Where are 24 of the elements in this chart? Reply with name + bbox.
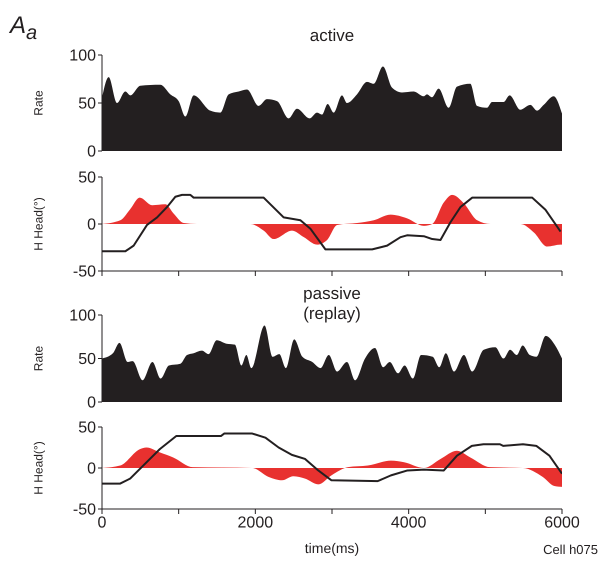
y-axis-title: Rate [31,346,46,372]
text: Cell h075 [543,542,598,557]
y-tick-label: 100 [69,308,96,325]
y-axis-title: H Head(°) [31,197,46,251]
y-tick-label: 0 [87,460,96,478]
y-axis-title: Rate [31,90,46,116]
x-tick-label: 4000 [390,514,427,532]
y-tick-label: 0 [87,216,96,234]
chart-title: passive (replay) [302,284,362,324]
x-tick-label: 2000 [238,514,274,532]
y-tick-label: 50 [78,351,96,368]
y-tick-label: 50 [78,170,96,187]
y-tick-label: 100 [69,48,96,65]
chart-title: active [310,26,354,46]
text: A$_{a}$ [10,12,38,45]
y-tick-label: -50 [72,502,96,519]
x-tick-label: 6000 [544,514,580,532]
y-tick-label: 50 [78,96,96,113]
x-axis-title: time(ms) [304,540,360,556]
y-tick-label: 0 [87,394,96,412]
y-axis-title: H Head(°) [31,441,46,495]
y-tick-label: 0 [87,144,96,161]
y-tick-label: 50 [78,420,96,437]
y-tick-label: -50 [72,264,96,281]
